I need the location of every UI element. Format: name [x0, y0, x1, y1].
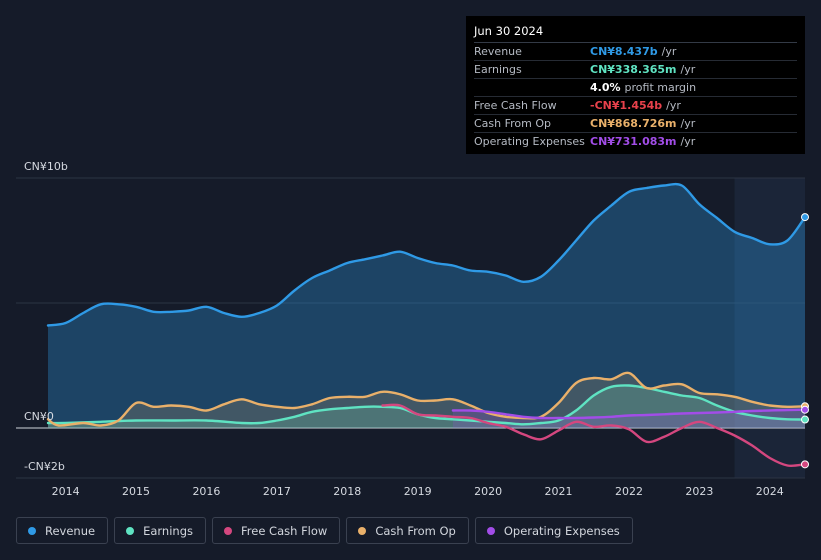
tooltip-panel: Jun 30 2024 Revenue CN¥8.437b/yr Earnings C…	[466, 16, 805, 154]
y-tick-label: CN¥0	[24, 410, 54, 423]
free-cash-flow-endpoint	[801, 460, 809, 469]
tooltip-value: 4.0%	[590, 81, 621, 94]
y-tick-label: CN¥10b	[24, 160, 68, 173]
tooltip-value: CN¥338.365m	[590, 63, 677, 76]
legend-dot-icon	[224, 526, 232, 535]
tooltip-label: Cash From Op	[474, 117, 552, 130]
tooltip-row: Operating Expenses CN¥731.083m/yr	[474, 133, 797, 150]
legend-item-cash-from-op[interactable]: Cash From Op	[346, 517, 469, 544]
x-tick-label: 2015	[122, 485, 150, 498]
tooltip-unit: profit margin	[624, 81, 697, 94]
tooltip-unit: /yr	[680, 135, 696, 148]
legend-dot-icon	[126, 526, 135, 535]
x-tick-label: 2018	[333, 485, 361, 498]
legend-label: Earnings	[143, 523, 193, 538]
tooltip-value: CN¥8.437b	[590, 45, 658, 58]
legend-item-free-cash-flow[interactable]: Free Cash Flow	[212, 517, 341, 544]
tooltip-row: Cash From Op CN¥868.726m/yr	[474, 115, 797, 133]
cash-from-op-line	[46, 371, 807, 427]
legend-item-earnings[interactable]: Earnings	[114, 517, 206, 544]
x-tick-label: 2020	[474, 485, 502, 498]
free-cash-flow-line	[381, 403, 807, 468]
earnings-line	[46, 384, 807, 426]
tooltip-label	[474, 79, 590, 96]
tooltip-label: Revenue	[474, 45, 522, 58]
revenue-endpoint	[801, 213, 809, 222]
revenue-area	[48, 184, 805, 428]
legend: Revenue Earnings Free Cash Flow Cash From O…	[16, 517, 633, 544]
tooltip-unit: /yr	[680, 63, 696, 76]
tooltip-row: Earnings CN¥338.365m/yr	[474, 61, 797, 79]
financials-chart: CN¥10b CN¥0 -CN¥2b 2014 2015 2016 2017 2018 201…	[16, 160, 809, 498]
x-tick-label: 2023	[685, 485, 713, 498]
x-tick-label: 2022	[615, 485, 643, 498]
legend-label: Cash From Op	[375, 523, 456, 538]
legend-item-revenue[interactable]: Revenue	[16, 517, 109, 544]
tooltip-row: 4.0% profit margin	[474, 79, 797, 97]
tooltip-unit: /yr	[666, 99, 681, 112]
operating-expenses-endpoint	[801, 405, 809, 414]
tooltip-value: CN¥731.083m	[590, 135, 677, 148]
tooltip-label: Operating Expenses	[474, 135, 585, 148]
x-tick-label: 2021	[545, 485, 573, 498]
legend-label: Operating Expenses	[503, 523, 620, 538]
tooltip-unit: /yr	[661, 45, 677, 58]
legend-label: Free Cash Flow	[241, 523, 328, 538]
tooltip-label: Earnings	[474, 63, 522, 76]
tooltip-row: Revenue CN¥8.437b/yr	[474, 43, 797, 61]
legend-dot-icon	[28, 526, 36, 535]
tooltip-row: Free Cash Flow -CN¥1.454b/yr	[474, 97, 797, 115]
operating-expenses-line	[451, 408, 807, 420]
x-tick-label: 2024	[756, 485, 784, 498]
tooltip-label: Free Cash Flow	[474, 99, 557, 112]
legend-dot-icon	[486, 526, 495, 535]
y-tick-label: -CN¥2b	[24, 460, 65, 473]
x-tick-label: 2017	[263, 485, 291, 498]
tooltip-value: CN¥868.726m	[590, 117, 677, 130]
tooltip-unit: /yr	[680, 117, 696, 130]
earnings-endpoint	[801, 415, 809, 424]
tooltip-value: -CN¥1.454b	[590, 99, 663, 112]
x-tick-label: 2019	[404, 485, 432, 498]
legend-dot-icon	[358, 526, 367, 535]
revenue-line	[46, 182, 807, 327]
x-tick-label: 2014	[52, 485, 80, 498]
legend-item-operating-expenses[interactable]: Operating Expenses	[474, 517, 633, 544]
x-tick-label: 2016	[192, 485, 220, 498]
legend-label: Revenue	[45, 523, 96, 538]
tooltip-date: Jun 30 2024	[474, 22, 797, 43]
